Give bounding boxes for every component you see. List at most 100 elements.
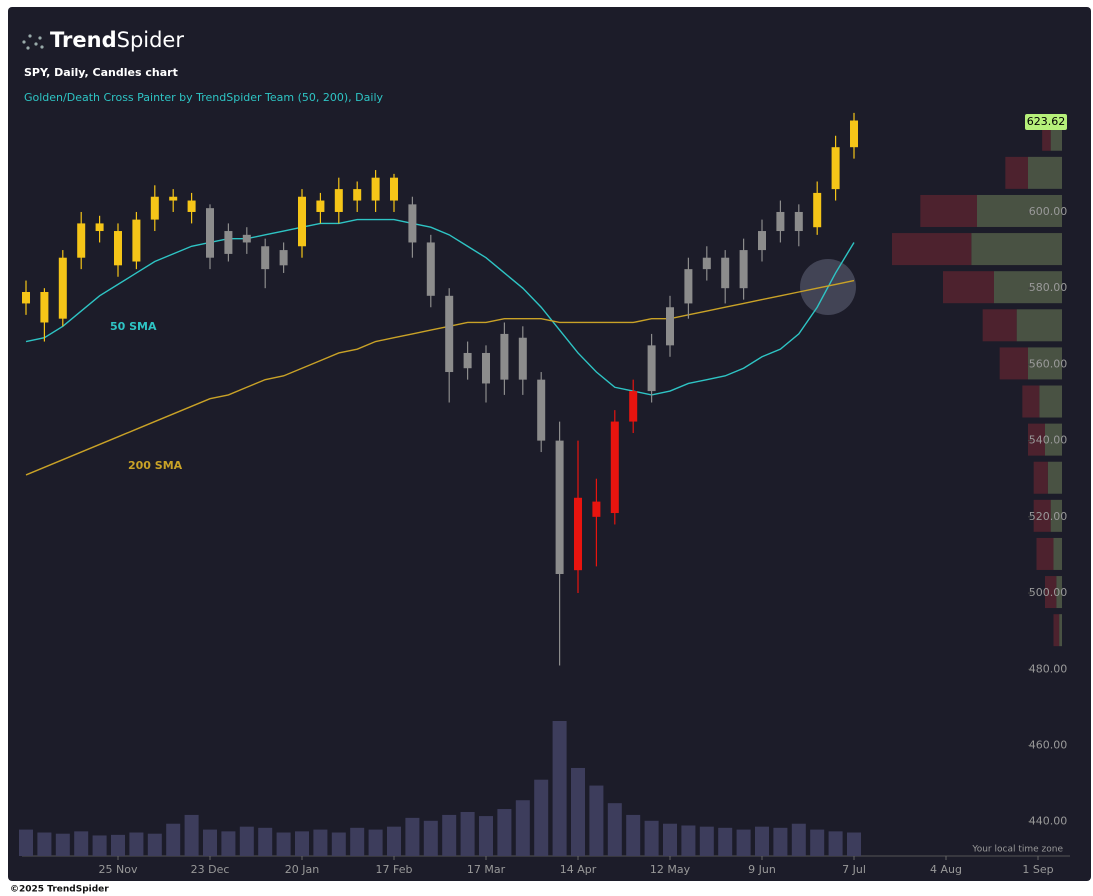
profile-buy (1039, 385, 1062, 418)
volume-bar (736, 829, 751, 856)
volume-bar (460, 811, 475, 856)
x-tick-label: 12 May (650, 863, 691, 876)
volume-bar (755, 826, 769, 856)
candle-body (574, 497, 582, 571)
volume-bar (663, 823, 677, 856)
volume-bar (276, 832, 291, 856)
candle-body (408, 204, 417, 243)
volume-bar (295, 831, 309, 856)
candle-body (390, 177, 398, 201)
profile-buy (1050, 118, 1062, 151)
candle-body (371, 177, 380, 201)
x-tick-label: 14 Apr (560, 863, 597, 876)
x-tick-label: 7 Jul (842, 863, 866, 876)
volume-bar (442, 814, 457, 856)
y-tick-label: 520.00 (1029, 510, 1068, 523)
volume-bar (515, 800, 530, 856)
profile-buy (977, 194, 1062, 227)
candle-body (721, 257, 730, 289)
volume-bar (589, 785, 604, 856)
volume-bar (405, 817, 420, 856)
profile-buy (1050, 499, 1062, 532)
x-tick-label: 4 Aug (930, 863, 962, 876)
profile-buy (994, 271, 1062, 304)
candle-body (206, 208, 214, 258)
price-badge (1025, 113, 1067, 130)
volume-bar (479, 816, 493, 856)
volume-bar (92, 835, 107, 856)
candle-body (758, 231, 766, 251)
volume-bar (791, 823, 806, 856)
volume-bar (37, 832, 52, 856)
volume-bar (571, 767, 585, 856)
candle-body (22, 292, 30, 304)
candle-body (169, 196, 178, 201)
x-tick-label: 23 Dec (191, 863, 230, 876)
volume-bar (681, 825, 696, 856)
candle-body (629, 391, 638, 422)
logo (22, 34, 44, 50)
profile-buy (1053, 537, 1062, 570)
volume-bar (534, 779, 549, 856)
volume-bar (221, 831, 236, 856)
profile-sell (1033, 461, 1048, 494)
candle-body (500, 333, 509, 380)
profile-sell (1033, 499, 1051, 532)
x-tick-label: 17 Mar (467, 863, 506, 876)
profile-sell (943, 271, 994, 304)
candle-body (647, 345, 656, 392)
volume-bar (331, 832, 346, 856)
profile-sell (920, 194, 977, 227)
candle-body (40, 292, 49, 323)
candle-body (518, 337, 527, 380)
timezone-note: Your local time zone (971, 845, 1063, 855)
candle-body (666, 307, 674, 346)
volume-bar (773, 827, 788, 856)
profile-sell (892, 233, 972, 266)
volume-bar (350, 827, 365, 856)
volume-bar (55, 833, 70, 856)
profile-sell (1005, 156, 1028, 189)
candle-body (776, 211, 785, 232)
candle-body (95, 223, 104, 232)
candle-body (298, 196, 306, 247)
y-tick-label: 600.00 (1029, 205, 1068, 218)
sma-label: 50 SMA (110, 320, 157, 333)
candle-body (537, 379, 546, 441)
volume-bar (203, 829, 217, 856)
candle-body (592, 501, 601, 517)
profile-buy (1056, 576, 1062, 609)
x-tick-label: 17 Feb (376, 863, 413, 876)
profile-buy (1016, 309, 1062, 342)
volume-bar (847, 832, 861, 856)
candle-body (334, 189, 343, 212)
profile-sell (1045, 576, 1057, 609)
profile-sell (982, 309, 1017, 342)
candle-body (224, 231, 233, 254)
profile-sell (1053, 614, 1060, 647)
candle-body (813, 192, 822, 228)
sma-label: 200 SMA (128, 459, 183, 472)
x-tick-label: 25 Nov (99, 863, 138, 876)
candle-body (261, 246, 270, 270)
volume-bar (19, 829, 33, 856)
candle-body (58, 257, 67, 319)
profile-buy (1028, 347, 1062, 380)
volume-bar (607, 803, 622, 856)
indicator-line: Golden/Death Cross Painter by TrendSpide… (24, 91, 383, 104)
y-tick-label: 440.00 (1029, 815, 1068, 828)
profile-sell (1036, 537, 1054, 570)
x-tick-label: 20 Jan (285, 863, 319, 876)
x-tick-label: 9 Jun (748, 863, 776, 876)
candle-body (132, 219, 141, 262)
volume-bar (74, 831, 89, 856)
candle-body (114, 231, 122, 266)
candle-body (316, 200, 325, 212)
brand: TrendSpider (50, 28, 184, 52)
panel (8, 7, 1091, 881)
candle-body (831, 147, 840, 190)
candle-body (610, 421, 619, 514)
candle-body (794, 211, 803, 232)
candle-body (684, 269, 693, 304)
candle-body (739, 250, 748, 289)
